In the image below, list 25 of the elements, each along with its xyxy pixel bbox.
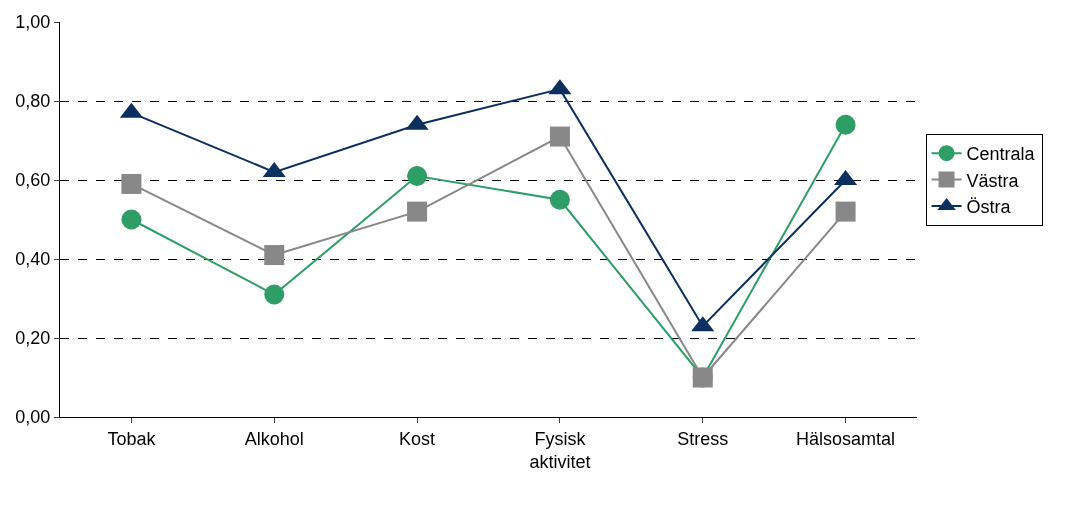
y-tick-label: 0,60 bbox=[15, 170, 51, 191]
y-tick-label: 0,40 bbox=[15, 249, 51, 270]
point bbox=[407, 166, 428, 187]
x-tick-label: Hälsosamtal bbox=[796, 428, 896, 449]
legend-label: Östra bbox=[966, 197, 1012, 218]
x-tick-label: Alkohol bbox=[244, 428, 304, 449]
point bbox=[835, 114, 856, 135]
x-tick-label: Fysisk aktivitet bbox=[529, 428, 591, 472]
point bbox=[835, 201, 856, 222]
point bbox=[549, 189, 570, 210]
y-tick-label: 0,20 bbox=[15, 328, 51, 349]
point bbox=[121, 209, 142, 230]
x-tick-label: Kost bbox=[399, 428, 436, 449]
legend-label: Västra bbox=[966, 170, 1020, 191]
x-tick-label: Tobak bbox=[107, 428, 157, 449]
point bbox=[121, 173, 142, 194]
legend-label: Centrala bbox=[966, 144, 1036, 165]
y-tick-label: 1,00 bbox=[15, 12, 51, 33]
x-tick-label: Stress bbox=[677, 428, 729, 449]
y-tick-label: 0,80 bbox=[15, 91, 51, 112]
point bbox=[549, 126, 570, 147]
point bbox=[264, 245, 285, 266]
point bbox=[264, 284, 285, 305]
point bbox=[407, 201, 428, 222]
y-tick-label: 0,00 bbox=[15, 407, 51, 428]
